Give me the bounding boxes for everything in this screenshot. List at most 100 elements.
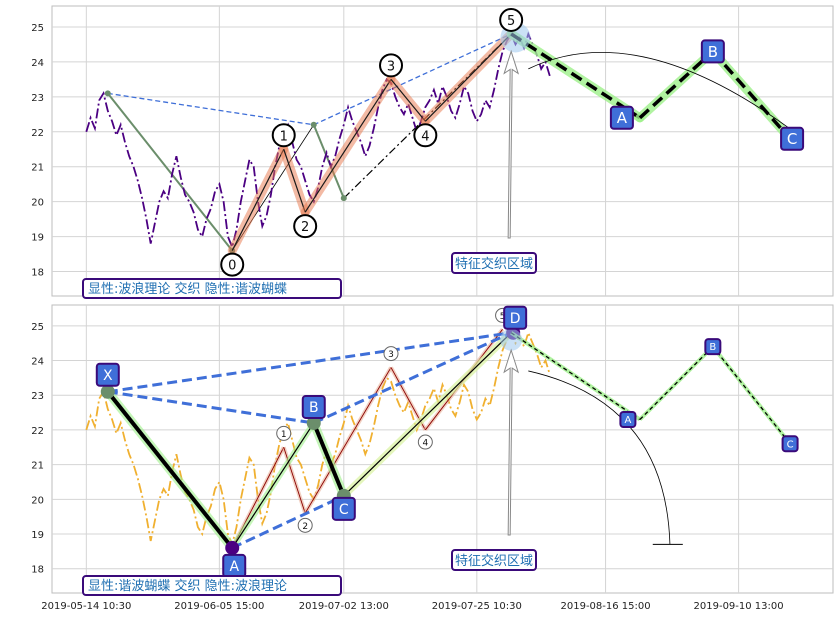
zone-label-bottom-frame — [451, 549, 537, 571]
wave-label-1: 1 — [271, 123, 296, 148]
projection-label-bottom-B: B — [704, 338, 722, 356]
hidden-wave-label-2: 2 — [297, 517, 313, 533]
y-tick-label: 22 — [31, 128, 44, 139]
harmonic-label-C-box — [331, 496, 356, 521]
y-tick-label: 25 — [31, 322, 44, 333]
projection-label-bottom-B-text: B — [709, 342, 716, 353]
harmonic-label-B-box — [301, 394, 326, 419]
wave-label-2: 2 — [293, 214, 318, 239]
xb-line — [107, 390, 314, 425]
projection-label-C: C — [780, 126, 805, 151]
wave-label-4-circle — [413, 123, 438, 148]
y-tick-label: 24 — [31, 357, 44, 368]
y-tick-label: 20 — [31, 495, 44, 506]
projection-label-A-box — [609, 105, 634, 130]
y-tick-label: 21 — [31, 163, 44, 174]
bd-line — [313, 331, 512, 425]
wave-label-5-text: 5 — [507, 14, 515, 29]
projection-label-C-box — [780, 126, 805, 151]
wave-line — [283, 149, 306, 213]
projection-line — [638, 50, 715, 120]
hidden-xb-line — [107, 92, 314, 126]
hidden-bd-line — [313, 33, 512, 126]
hidden-wave-label-4: 4 — [417, 434, 433, 450]
x-tick-label: 2019-06-05 15:00 — [174, 601, 264, 612]
zone-label-top: 特征交织区域 — [451, 252, 537, 274]
fib-arc-bottom — [528, 370, 671, 545]
projection-label-A: A — [609, 105, 634, 130]
x-tick-label: 2019-08-16 15:00 — [561, 601, 651, 612]
y-tick-label: 21 — [31, 461, 44, 472]
harmonic-label-X-text: X — [103, 368, 113, 384]
harmonic-label-A: A — [222, 553, 247, 578]
plot-area — [51, 304, 834, 594]
legend-top: 显性:波浪理论 交织 隐性:谐波蝴蝶 — [82, 278, 342, 299]
zone-label-top-frame — [451, 252, 537, 274]
hidden-vertex — [340, 195, 347, 202]
zone-highlight-bottom — [500, 328, 523, 351]
harmonic-label-C-text: C — [339, 502, 349, 518]
hidden-wave-label-1: 1 — [276, 425, 292, 441]
zone-arrow-top — [503, 49, 520, 239]
hidden-wave-line — [304, 367, 392, 514]
harmonic-label-A-text: A — [229, 559, 239, 575]
wave-label-4-text: 4 — [421, 129, 429, 144]
wave-label-3-text: 3 — [387, 59, 395, 74]
wave-label-3: 3 — [379, 53, 404, 78]
projection-label-bottom-A-text: A — [624, 415, 631, 426]
harmonic-label-C: C — [331, 496, 356, 521]
hidden-wave-label-3-text: 3 — [388, 350, 394, 360]
y-tick-label: 19 — [31, 233, 44, 244]
wave-line — [304, 79, 392, 213]
wave-label-2-circle — [293, 214, 318, 239]
legend-top-frame — [82, 278, 342, 299]
y-tick-label: 18 — [31, 268, 44, 279]
harmonic-label-X: X — [95, 362, 120, 387]
harmonic-label-D: D — [503, 305, 528, 330]
wave-label-3-circle — [379, 53, 404, 78]
wave-line — [231, 148, 285, 251]
wave-label-1-text: 1 — [280, 129, 288, 144]
projection-label-bottom-C-box — [781, 435, 799, 453]
projection-band-bottom — [711, 345, 792, 446]
projection-label-bottom-C: C — [781, 435, 799, 453]
harmonic-label-B-text: B — [309, 400, 319, 416]
xa-line — [106, 390, 234, 550]
bc-line — [311, 422, 346, 497]
projection-line-bottom — [639, 346, 714, 420]
price-line-bottom — [85, 330, 551, 548]
x-tick-label: 2019-05-14 10:30 — [41, 601, 131, 612]
hidden-vertex — [310, 121, 317, 128]
zone-label-bottom-text: 特征交织区域 — [455, 553, 533, 569]
harmonic-label-B: B — [301, 394, 326, 419]
wave-label-2-text: 2 — [301, 220, 309, 235]
legend-bottom-text: 显性:谐波蝴蝶 交织 隐性:波浪理论 — [88, 578, 287, 594]
y-tick-label: 19 — [31, 530, 44, 541]
projection-label-bottom-B-box — [704, 338, 722, 356]
wave-label-0-circle — [220, 252, 245, 277]
wave-label-0-text: 0 — [228, 259, 236, 274]
cd-line — [343, 332, 512, 497]
projection-line — [711, 50, 792, 140]
hidden-wave-label-1-text: 1 — [281, 430, 287, 440]
zone-label-bottom: 特征交织区域 — [451, 549, 537, 571]
vertex-b — [306, 415, 321, 430]
wave-label-1-circle — [271, 123, 296, 148]
fib-arc-top — [528, 52, 799, 136]
projection-label-bottom-C-text: C — [787, 439, 794, 450]
hidden-wave-label-4-circle — [417, 434, 433, 450]
hidden-xa-line — [107, 92, 234, 252]
legend-bottom: 显性:谐波蝴蝶 交织 隐性:波浪理论 — [82, 575, 342, 596]
y-tick-label: 23 — [31, 391, 44, 402]
vertex-a — [225, 540, 240, 555]
zone-arrow-bottom — [503, 348, 520, 536]
wave-label-0: 0 — [220, 252, 245, 277]
x-tick-label: 2019-07-02 13:00 — [299, 601, 389, 612]
projection-label-B-text: B — [708, 43, 718, 61]
projection-label-B: B — [700, 39, 725, 64]
y-tick-label: 18 — [31, 565, 44, 576]
wave-line — [390, 78, 426, 122]
projection-label-C-text: C — [787, 130, 797, 148]
